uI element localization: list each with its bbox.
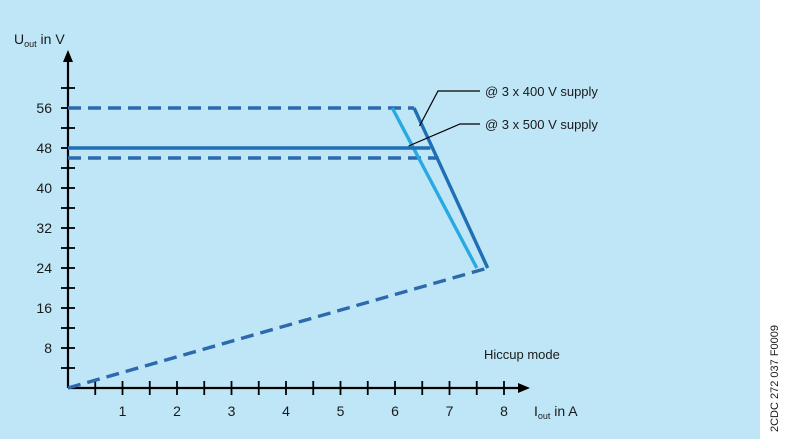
y-tick-label: 32 xyxy=(36,220,52,236)
legend-label-500v: @ 3 x 500 V supply xyxy=(485,117,598,132)
y-tick-label: 16 xyxy=(36,300,52,316)
legend-leader-400v xyxy=(418,90,480,127)
x-tick-label: 6 xyxy=(391,403,399,419)
x-axis-title-main: I xyxy=(534,403,538,419)
y-tick-label: 48 xyxy=(36,140,52,156)
x-axis-title-unit: in A xyxy=(550,403,578,419)
y-tick-label: 40 xyxy=(36,180,52,196)
series-line-3-x-400-v-supply xyxy=(412,107,490,269)
x-axis-arrow xyxy=(518,383,530,393)
y-tick-label: 24 xyxy=(36,260,52,276)
x-tick-label: 3 xyxy=(228,403,236,419)
x-tick-label: 1 xyxy=(119,403,127,419)
y-axis-title: Uout in V xyxy=(14,31,65,49)
x-axis-title: Iout in A xyxy=(534,403,578,421)
chart-series-layer xyxy=(67,106,490,390)
x-tick-label: 2 xyxy=(173,403,181,419)
y-axis-title-main: U xyxy=(14,31,24,47)
y-axis-title-subscript: out xyxy=(24,39,37,49)
x-tick-label: 5 xyxy=(337,403,345,419)
x-axis-title-subscript: out xyxy=(538,411,551,421)
x-tick-label: 8 xyxy=(500,403,508,419)
hiccup-mode-annotation: Hiccup mode xyxy=(484,347,560,362)
legend-label-400v: @ 3 x 400 V supply xyxy=(485,84,598,99)
x-tick-label: 4 xyxy=(282,403,290,419)
series-line-3-x-500-v-supply xyxy=(390,107,479,269)
legend-leader-500v xyxy=(408,123,480,147)
x-tick-label: 7 xyxy=(446,403,454,419)
y-tick-label: 8 xyxy=(44,340,52,356)
chart-plot-panel xyxy=(0,0,760,439)
y-axis-arrow xyxy=(63,50,73,62)
y-axis-title-unit: in V xyxy=(37,31,66,47)
document-code: 2CDC 272 037 F0009 xyxy=(769,325,781,432)
legend-leader-layer xyxy=(408,90,480,147)
y-tick-label: 56 xyxy=(36,100,52,116)
series-line-hiccup-mode xyxy=(67,266,489,390)
